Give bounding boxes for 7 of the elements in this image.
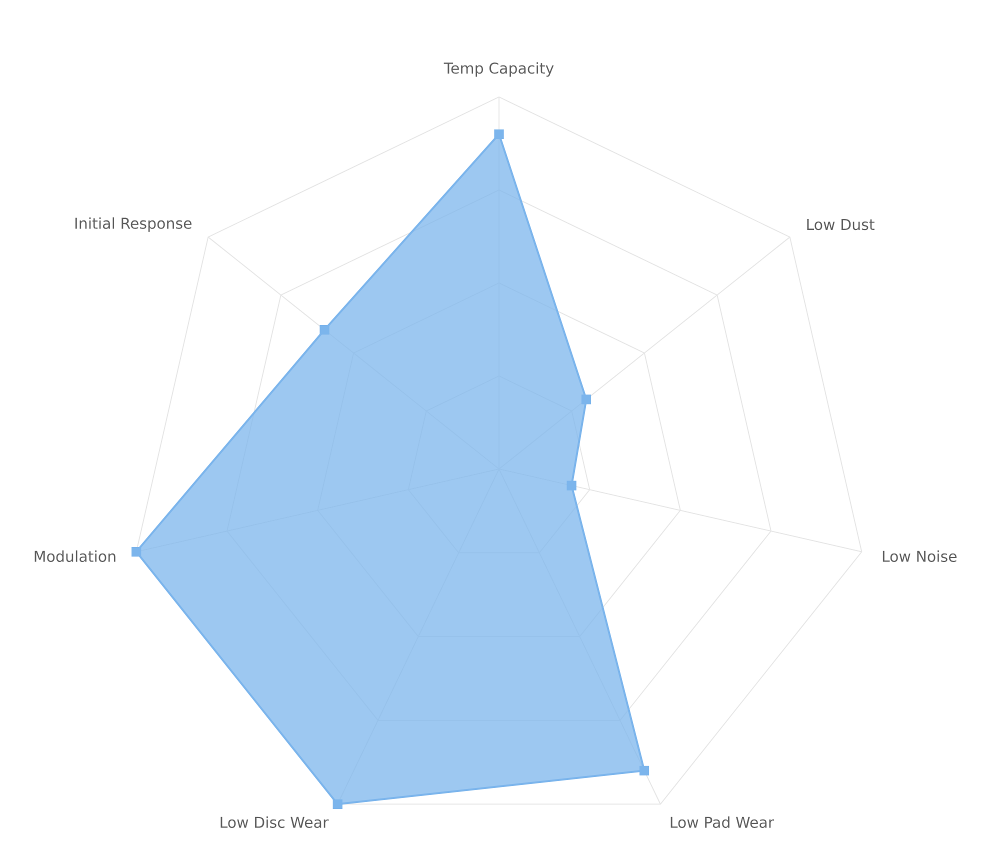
spoke-label: Low Disc Wear (220, 816, 329, 828)
spoke-label: Temp Capacity (444, 62, 554, 77)
spoke-label: Low Pad Wear (670, 816, 774, 828)
spoke-label: Initial Response (75, 217, 192, 232)
spoke-label: Low Dust (807, 219, 874, 230)
spoke-label: Low Noise (882, 550, 957, 562)
spoke-label: Modulation (34, 550, 116, 562)
